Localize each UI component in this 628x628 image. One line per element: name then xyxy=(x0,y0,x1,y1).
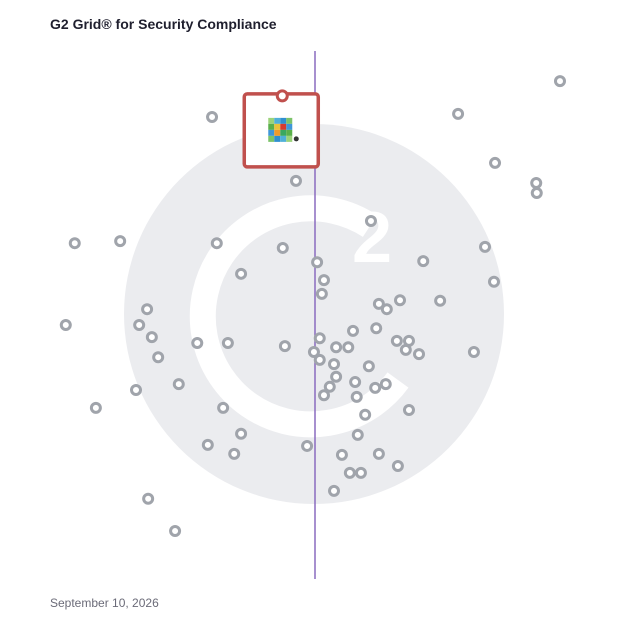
data-point xyxy=(452,107,465,120)
logo-cell xyxy=(274,135,281,142)
data-point xyxy=(228,447,241,460)
data-point xyxy=(467,345,480,358)
data-point xyxy=(370,322,383,335)
data-point xyxy=(362,360,375,373)
watermark: 2 xyxy=(124,124,504,504)
data-point xyxy=(391,460,404,473)
data-point xyxy=(289,174,302,187)
data-point xyxy=(328,484,341,497)
chart-title: G2 Grid® for Security Compliance xyxy=(50,16,277,32)
data-point xyxy=(235,427,248,440)
data-point xyxy=(335,448,348,461)
data-point xyxy=(307,345,320,358)
data-point xyxy=(68,237,81,250)
data-point xyxy=(317,274,330,287)
logo-cell xyxy=(280,117,287,124)
data-point xyxy=(390,334,403,347)
data-point xyxy=(369,381,382,394)
data-point xyxy=(172,378,185,391)
data-point xyxy=(359,408,372,421)
data-point xyxy=(217,401,230,414)
data-point xyxy=(399,343,412,356)
logo-cell xyxy=(286,123,293,130)
data-point xyxy=(278,340,291,353)
data-point xyxy=(434,294,447,307)
data-point xyxy=(221,336,234,349)
data-point xyxy=(350,390,363,403)
data-point xyxy=(210,237,223,250)
data-point xyxy=(364,215,377,228)
data-point xyxy=(317,389,330,402)
data-point xyxy=(114,235,127,248)
data-point xyxy=(301,439,314,452)
data-point xyxy=(311,256,324,269)
data-point xyxy=(372,447,385,460)
data-point xyxy=(413,348,426,361)
data-point xyxy=(141,303,154,316)
logo-cell xyxy=(268,129,275,136)
data-point xyxy=(152,351,165,364)
data-point xyxy=(201,438,214,451)
logo-cell xyxy=(280,135,287,142)
data-point-highlight xyxy=(275,89,289,103)
data-point xyxy=(487,275,500,288)
data-point xyxy=(379,378,392,391)
data-point xyxy=(313,332,326,345)
data-point xyxy=(276,241,289,254)
data-point xyxy=(89,401,102,414)
data-point xyxy=(479,240,492,253)
data-point xyxy=(328,358,341,371)
svg-text:2: 2 xyxy=(352,198,392,278)
logo-cell xyxy=(268,117,275,124)
data-point xyxy=(235,267,248,280)
data-point xyxy=(323,380,336,393)
data-point xyxy=(402,404,415,417)
data-point xyxy=(133,319,146,332)
data-point xyxy=(394,294,407,307)
data-point xyxy=(530,187,543,200)
data-point xyxy=(169,524,182,537)
footer-date: September 10, 2026 xyxy=(50,596,159,610)
data-point xyxy=(351,428,364,441)
data-point xyxy=(354,466,367,479)
data-point xyxy=(372,297,385,310)
data-point xyxy=(553,75,566,88)
data-point xyxy=(380,303,393,316)
logo-mark xyxy=(293,136,299,142)
logo-cell xyxy=(280,123,287,130)
data-point xyxy=(142,492,155,505)
logo-cell xyxy=(268,123,275,130)
data-point xyxy=(145,331,158,344)
data-point xyxy=(489,156,502,169)
data-point xyxy=(343,466,356,479)
data-point xyxy=(347,324,360,337)
data-point xyxy=(342,341,355,354)
data-point xyxy=(130,383,143,396)
data-point xyxy=(59,319,72,332)
data-point xyxy=(206,111,219,123)
data-point xyxy=(315,287,328,300)
data-point xyxy=(530,177,543,189)
data-point xyxy=(349,376,362,389)
logo-cell xyxy=(286,117,293,124)
data-point xyxy=(313,353,326,366)
data-point xyxy=(330,370,343,383)
logo-cell xyxy=(280,129,287,136)
logo-cell xyxy=(274,123,281,130)
logo-cell xyxy=(268,135,275,142)
logo-cell xyxy=(274,117,281,124)
logo-cell xyxy=(274,129,281,136)
data-point xyxy=(417,255,430,268)
logo-cell xyxy=(286,129,293,136)
data-point xyxy=(191,336,204,349)
data-point xyxy=(330,341,343,354)
logo-cell xyxy=(286,135,293,142)
